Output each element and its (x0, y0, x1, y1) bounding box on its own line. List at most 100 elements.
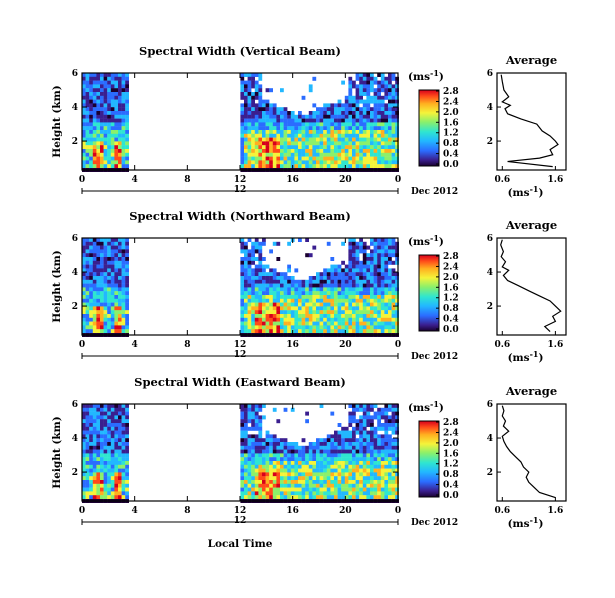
heatmap-cell (118, 491, 122, 496)
x-tick-label: 12 (234, 506, 247, 516)
heatmap-cell (384, 423, 389, 427)
heatmap-cell (107, 415, 111, 420)
heatmap-cell (326, 287, 331, 292)
heatmap-cell (121, 268, 126, 273)
heatmap-cell (258, 92, 263, 96)
heatmap-cell (269, 141, 273, 146)
heatmap-cell (337, 480, 342, 484)
heatmap-cell (89, 88, 93, 93)
heatmap-cell (276, 306, 281, 311)
heatmap-cell (370, 438, 374, 443)
heatmap-cell (312, 461, 317, 465)
heatmap-cell (85, 95, 90, 100)
heatmap-cell (121, 314, 126, 318)
heatmap-cell (114, 103, 119, 108)
heatmap-cell (100, 249, 104, 254)
heatmap-cell (344, 295, 349, 299)
heatmap-cell (395, 111, 399, 115)
heatmap-cell (114, 445, 119, 450)
heatmap-cell (294, 141, 299, 146)
heatmap-cell (251, 141, 255, 146)
heatmap-cell (118, 245, 122, 250)
heatmap-cell (312, 491, 317, 496)
heatmap-cell (92, 241, 97, 246)
heatmap-cell (395, 411, 399, 416)
heatmap-cell (380, 317, 385, 322)
heatmap-cell (110, 472, 115, 477)
heatmap-cell (362, 480, 367, 484)
heatmap-cell (107, 445, 111, 450)
heatmap-cell (96, 268, 101, 273)
heatmap-cell (312, 279, 317, 284)
heatmap-cell (312, 276, 317, 280)
heatmap-cell (276, 480, 281, 484)
heatmap-cell (334, 287, 338, 292)
colorbar-tick-label: 1.6 (443, 449, 459, 459)
heatmap-cell (287, 133, 291, 138)
heatmap-cell (348, 495, 353, 500)
heatmap-cell (330, 325, 335, 330)
x-tick-label: 20 (339, 506, 352, 516)
heatmap-cell (355, 160, 360, 165)
heatmap-cell (82, 133, 86, 138)
heatmap-cell (262, 283, 266, 288)
heatmap-cell (294, 283, 299, 288)
heatmap-cell (107, 92, 111, 96)
heatmap-cell (110, 476, 115, 481)
heatmap-cell (334, 298, 338, 303)
heatmap-cell (244, 276, 248, 280)
heatmap-cell (294, 306, 299, 311)
heatmap-cell (373, 445, 378, 450)
heatmap-cell (373, 95, 378, 100)
heatmap-cell (384, 306, 389, 311)
heatmap-cell (85, 449, 90, 454)
x-tick-label: 12 (234, 340, 247, 350)
heatmap-cell (341, 434, 345, 439)
heatmap-cell (308, 468, 313, 473)
heatmap-cell (114, 468, 119, 473)
heatmap-cell (96, 287, 101, 292)
heatmap-cell (121, 145, 126, 150)
heatmap-cell (110, 453, 115, 458)
heatmap-cell (251, 164, 255, 169)
heatmap-cell (280, 321, 284, 326)
heatmap-cell (125, 476, 129, 481)
heatmap-cell (100, 302, 104, 307)
heatmap-cell (92, 306, 97, 311)
heatmap-cell (388, 268, 392, 273)
heatmap-cell (272, 145, 277, 150)
heatmap-cell (89, 133, 93, 138)
heatmap-cell (262, 99, 266, 104)
heatmap-cell (85, 419, 90, 424)
heatmap-cell (110, 411, 115, 416)
heatmap-cell (85, 464, 90, 469)
heatmap-cell (276, 149, 281, 153)
heatmap-cell (380, 145, 385, 150)
heatmap-cell (301, 130, 306, 134)
heatmap-cell (92, 321, 97, 326)
heatmap-cell (114, 137, 119, 142)
heatmap-cell (355, 419, 360, 424)
heatmap-cell (258, 264, 263, 269)
heatmap-cell (92, 464, 97, 469)
heatmap-cell (258, 268, 263, 273)
heatmap-cell (118, 445, 122, 450)
heatmap-cell (316, 126, 320, 131)
heatmap-cell (107, 122, 111, 127)
heatmap-cell (352, 130, 356, 134)
heatmap-cell (82, 241, 86, 246)
heatmap-cell (298, 487, 302, 492)
heatmap-cell (82, 306, 86, 311)
heatmap-cell (103, 472, 108, 477)
heatmap-cell (308, 442, 313, 446)
heatmap-cell (388, 103, 392, 108)
heatmap-cell (370, 426, 374, 431)
heatmap-cell (319, 314, 324, 318)
heatmap-cell (107, 76, 111, 81)
heatmap-cell (114, 449, 119, 454)
panel-title: Spectral Width (Northward Beam) (129, 209, 351, 223)
heatmap-cell (362, 264, 367, 269)
heatmap-cell (125, 291, 129, 296)
heatmap-cell (298, 449, 302, 454)
heatmap-cell (287, 126, 291, 131)
